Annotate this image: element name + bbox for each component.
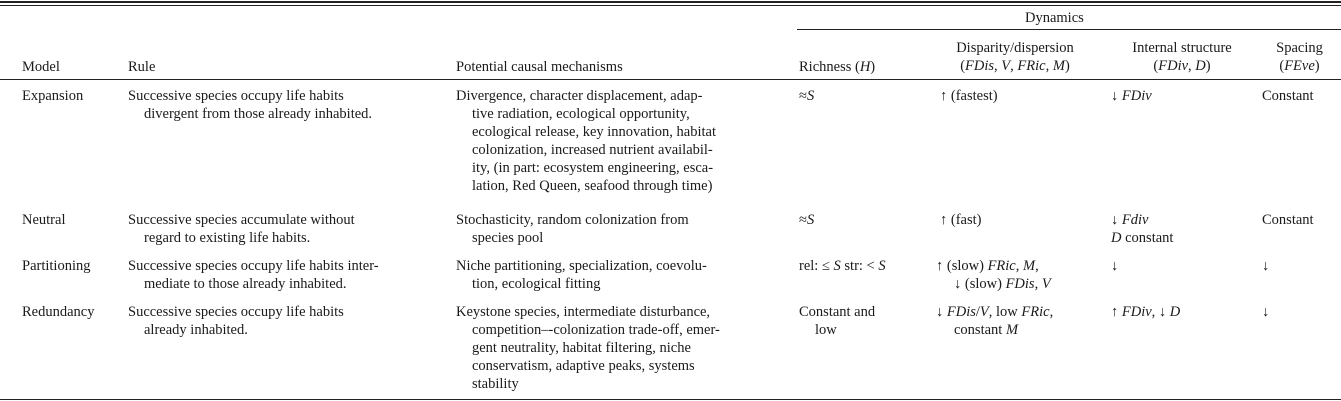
row-redundancy-mech-line5: stability [472, 376, 519, 392]
row-neutral-spacing: Constant [1262, 212, 1314, 228]
row-partitioning-model: Partitioning [22, 258, 91, 274]
row-neutral-mech-line2: species pool [472, 230, 544, 246]
header-disparity-line1: Disparity/dispersion [956, 40, 1074, 56]
row-redundancy-model: Redundancy [22, 304, 95, 320]
row-expansion-mech-line6: lation, Red Queen, seafood through time) [472, 178, 713, 194]
row-partitioning-richness: rel: ≤ S str: < S [799, 258, 886, 274]
top-rule [0, 1, 1341, 3]
row-expansion-model: Expansion [22, 88, 84, 104]
header-model: Model [22, 59, 60, 75]
row-partitioning-internal: ↓ [1111, 258, 1119, 274]
row-partitioning-disparity-line2: ↓ (slow) FDis, V [954, 276, 1051, 292]
row-expansion-mech-line5: ity, (in part: ecosystem engineering, es… [472, 160, 714, 176]
row-redundancy-mech-line1: Keystone species, intermediate disturban… [456, 304, 711, 320]
row-expansion-mech-line4: colonization, increased nutrient availab… [472, 142, 713, 158]
row-redundancy-rule-line2: already inhabited. [144, 322, 248, 338]
row-expansion-mech-line3: ecological release, key innovation, habi… [472, 124, 716, 140]
row-neutral-model: Neutral [22, 212, 66, 228]
row-expansion-disparity: ↑ (fastest) [940, 88, 998, 104]
header-mechanisms: Potential causal mechanisms [456, 59, 623, 75]
top-rule-thin [0, 5, 1341, 6]
header-dynamics: Dynamics [1025, 10, 1084, 26]
row-partitioning-rule-line2: mediate to those already inhabited. [144, 276, 347, 292]
row-expansion-internal: ↓ FDiv [1111, 88, 1152, 104]
header-spacing-line1: Spacing [1276, 40, 1323, 56]
row-expansion-mech-line1: Divergence, character displacement, adap… [456, 88, 703, 104]
row-partitioning-disparity-line1: ↑ (slow) FRic, M, [936, 258, 1039, 274]
row-redundancy-richness-line1: Constant and [799, 304, 876, 320]
header-rule: Rule [128, 59, 156, 75]
row-redundancy-rule-line1: Successive species occupy life habits [128, 304, 344, 320]
row-expansion-richness: ≈S [799, 88, 815, 104]
row-redundancy-mech-line4: conservatism, adaptive peaks, systems [472, 358, 695, 374]
row-partitioning-spacing: ↓ [1262, 258, 1270, 274]
header-spacing-line2: (FEve) [1279, 58, 1320, 74]
row-redundancy-spacing: ↓ [1262, 304, 1270, 320]
row-expansion-rule-line1: Successive species occupy life habits [128, 88, 344, 104]
row-neutral-rule-line2: regard to existing life habits. [144, 230, 311, 246]
row-expansion-spacing: Constant [1262, 88, 1314, 104]
row-redundancy-mech-line2: competition–-colonization trade-off, eme… [472, 322, 720, 338]
row-partitioning-mech-line1: Niche partitioning, specialization, coev… [456, 258, 707, 274]
row-neutral-disparity: ↑ (fast) [940, 212, 982, 228]
row-neutral-rule-line1: Successive species accumulate without [128, 212, 355, 228]
row-neutral-internal-line1: ↓ Fdiv [1111, 212, 1149, 228]
bottom-rule [0, 399, 1341, 400]
header-internal-line1: Internal structure [1132, 40, 1232, 56]
row-redundancy-disparity-line1: ↓ FDis/V, low FRic, [936, 304, 1054, 320]
row-redundancy-disparity-line2: constant M [954, 322, 1019, 338]
row-expansion-rule-line2: divergent from those already inhabited. [144, 106, 373, 122]
header-disparity-line2: (FDis, V, FRic, M) [960, 58, 1070, 74]
row-partitioning-rule-line1: Successive species occupy life habits in… [128, 258, 379, 274]
header-richness: Richness (H) [799, 59, 876, 75]
row-redundancy-richness-line2: low [815, 322, 837, 338]
row-expansion-mech-line2: tive radiation, ecological opportunity, [472, 106, 690, 122]
row-neutral-internal-line2: D constant [1111, 230, 1174, 246]
row-redundancy-mech-line3: gent neutrality, habitat filtering, nich… [472, 340, 691, 356]
header-rule [0, 79, 1341, 80]
row-redundancy-internal: ↑ FDiv, ↓ D [1111, 304, 1181, 320]
header-internal-line2: (FDiv, D) [1153, 58, 1211, 74]
row-partitioning-mech-line2: tion, ecological fitting [472, 276, 601, 292]
row-neutral-mech-line1: Stochasticity, random colonization from [456, 212, 689, 228]
dynamics-rule [797, 29, 1341, 30]
row-neutral-richness: ≈S [799, 212, 815, 228]
